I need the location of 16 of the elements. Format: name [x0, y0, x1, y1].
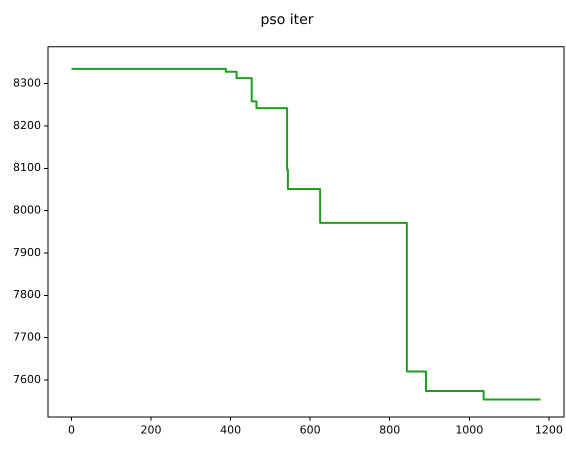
x-tick-label: 1000: [455, 423, 484, 436]
y-tick-label: 8100: [12, 161, 41, 174]
x-tick-label: 400: [220, 423, 242, 436]
y-tick-label: 8000: [12, 203, 41, 216]
x-tick-label: 600: [300, 423, 321, 436]
y-tick-label: 7800: [12, 288, 41, 302]
x-tick-label: 1200: [534, 423, 563, 436]
y-tick-label: 8300: [12, 76, 41, 90]
x-tick-label: 0: [68, 423, 75, 436]
chart-title: pso iter: [260, 12, 314, 28]
y-tick-label: 7700: [12, 330, 41, 344]
y-tick-label: 7600: [12, 372, 41, 386]
x-tick-label: 200: [140, 423, 162, 436]
y-tick-label: 7900: [12, 246, 41, 259]
y-tick-label: 8200: [12, 118, 41, 132]
x-tick-label: 800: [379, 423, 400, 436]
